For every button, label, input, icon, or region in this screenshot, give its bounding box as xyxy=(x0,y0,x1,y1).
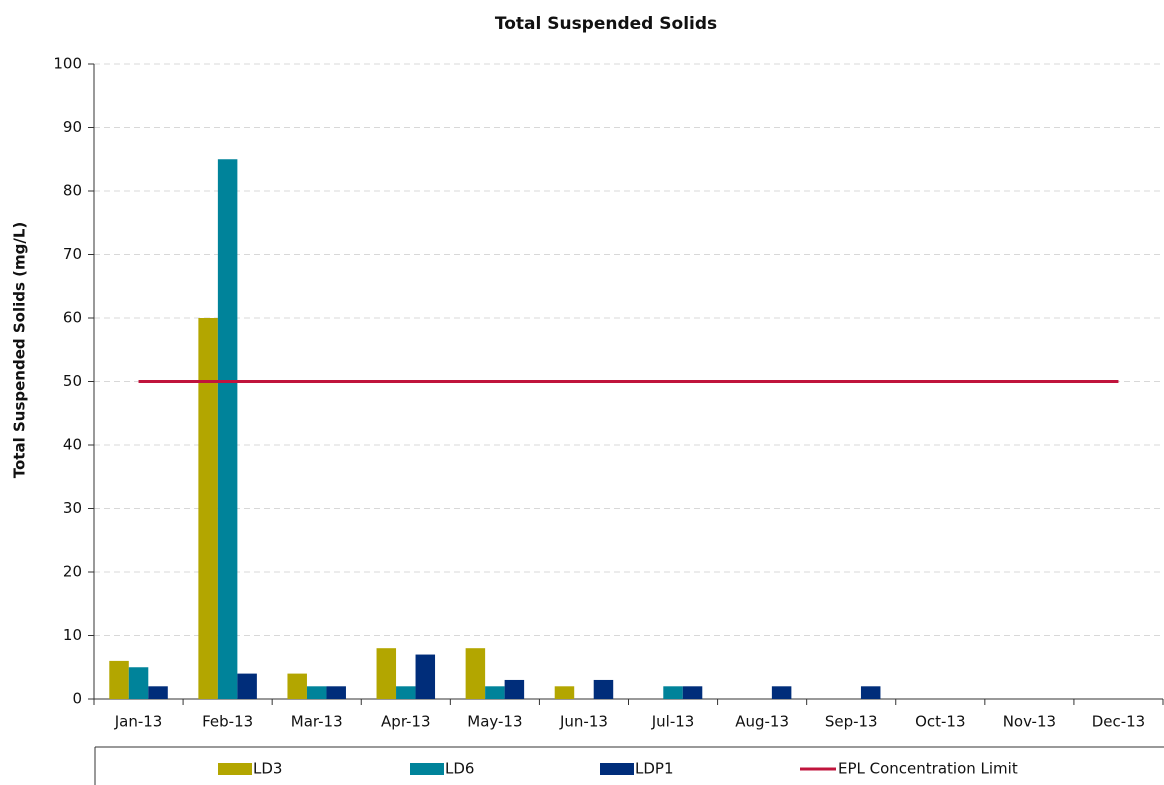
bar xyxy=(860,686,881,699)
legend-swatch xyxy=(410,763,444,775)
bar xyxy=(485,686,505,699)
y-tick-label: 40 xyxy=(63,436,82,454)
y-tick-label: 80 xyxy=(63,182,82,200)
bar xyxy=(306,686,327,699)
bar xyxy=(415,654,436,699)
x-tick-label: Nov-13 xyxy=(1003,713,1056,731)
y-tick-label: 60 xyxy=(63,309,82,327)
x-tick-label: Jul-13 xyxy=(651,713,695,731)
x-tick-label: Sep-13 xyxy=(825,713,878,731)
y-axis-label: Total Suspended Solids (mg/L) xyxy=(11,222,29,478)
bar xyxy=(109,660,129,699)
bar xyxy=(593,679,614,699)
bar xyxy=(771,686,792,699)
bar xyxy=(217,159,238,699)
bar xyxy=(682,686,703,699)
legend-swatch xyxy=(218,763,252,775)
bar xyxy=(554,686,575,699)
bar xyxy=(287,673,307,699)
x-tick-label: Feb-13 xyxy=(202,713,253,731)
legend-label: LDP1 xyxy=(635,760,674,778)
bar xyxy=(465,648,486,699)
y-tick-label: 0 xyxy=(72,690,82,708)
y-tick-label: 100 xyxy=(53,55,82,73)
y-tick-label: 90 xyxy=(63,118,82,136)
x-tick-label: May-13 xyxy=(467,713,522,731)
bar xyxy=(663,686,683,699)
bar xyxy=(376,648,397,699)
x-tick-label: Jan-13 xyxy=(114,713,163,731)
bar xyxy=(326,686,346,699)
bar xyxy=(396,686,416,699)
y-tick-label: 10 xyxy=(63,626,82,644)
x-tick-label: Oct-13 xyxy=(915,713,965,731)
y-tick-label: 50 xyxy=(63,372,82,390)
bar xyxy=(128,667,149,699)
x-tick-label: Mar-13 xyxy=(291,713,343,731)
x-tick-label: Apr-13 xyxy=(381,713,431,731)
legend-label: EPL Concentration Limit xyxy=(838,760,1018,778)
x-tick-label: Jun-13 xyxy=(559,713,608,731)
x-tick-label: Aug-13 xyxy=(735,713,789,731)
bar xyxy=(148,686,168,699)
bar xyxy=(237,673,257,699)
bar xyxy=(504,679,525,699)
x-tick-label: Dec-13 xyxy=(1092,713,1146,731)
y-tick-label: 20 xyxy=(63,563,82,581)
legend-label: LD3 xyxy=(253,760,282,778)
legend-label: LD6 xyxy=(445,760,474,778)
y-tick-label: 70 xyxy=(63,245,82,263)
legend-swatch xyxy=(600,763,634,775)
bar xyxy=(198,318,218,699)
y-tick-label: 30 xyxy=(63,499,82,517)
chart-title: Total Suspended Solids xyxy=(495,14,717,34)
